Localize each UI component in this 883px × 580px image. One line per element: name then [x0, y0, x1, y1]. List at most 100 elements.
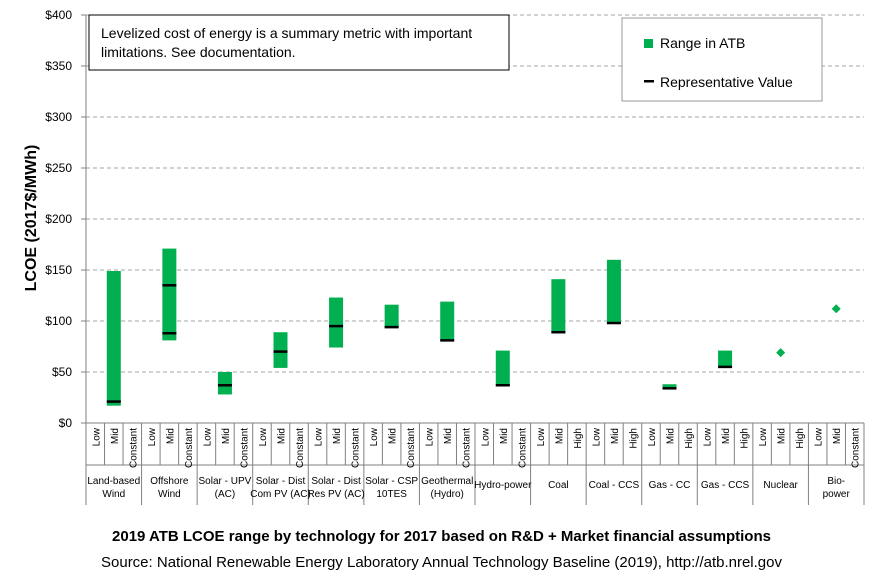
subcategory-label: Constant — [462, 428, 473, 468]
subcategory-label: Low — [591, 427, 602, 446]
range-bar — [495, 350, 510, 387]
group-label: Gas - CC — [649, 480, 691, 491]
range-bar — [162, 248, 177, 341]
subcategory-label: High — [740, 428, 751, 449]
range-bar — [718, 350, 733, 367]
chart-caption-title: 2019 ATB LCOE range by technology for 20… — [112, 528, 771, 545]
range-point — [831, 304, 841, 314]
subcategory-label: Low — [425, 427, 436, 446]
range-bar — [217, 372, 232, 395]
group-label: Solar - Dist — [256, 476, 306, 487]
range-bar — [106, 271, 121, 406]
representative-marker — [384, 325, 399, 329]
legend-label-representative: Representative Value — [660, 74, 793, 90]
subcategory-label: Low — [814, 427, 825, 446]
subcategory-label: Mid — [165, 428, 176, 444]
representative-marker — [551, 330, 566, 334]
representative-marker — [606, 321, 621, 325]
group-label: Gas - CCS — [701, 480, 750, 491]
subcategory-label: High — [795, 428, 806, 449]
subcategory-label: Low — [202, 427, 213, 446]
group-label: Coal - CCS — [589, 480, 640, 491]
subcategory-label: Mid — [110, 428, 121, 444]
subcategory-label: Low — [258, 427, 269, 446]
representative-marker — [495, 384, 510, 387]
y-tick-label: $250 — [45, 161, 72, 175]
representative-marker — [217, 384, 232, 387]
subcategory-label: Low — [91, 427, 102, 446]
representative-marker — [440, 339, 455, 342]
representative-marker — [273, 350, 288, 353]
group-label: Bio- — [827, 476, 845, 487]
subcategory-label: High — [628, 428, 639, 449]
range-bar — [606, 259, 621, 324]
subcategory-label: Constant — [184, 428, 195, 468]
representative-markers — [106, 284, 733, 403]
group-label: Offshore — [150, 476, 189, 487]
subcategory-label: Constant — [851, 428, 862, 468]
group-label: (AC) — [215, 489, 236, 500]
subcategory-label: Low — [536, 427, 547, 446]
subcategory-label: Mid — [443, 428, 454, 444]
subcategory-label: Low — [369, 427, 380, 446]
representative-marker — [718, 365, 733, 369]
subcategory-label: Low — [703, 427, 714, 446]
representative-marker — [162, 331, 177, 335]
group-label: (Hydro) — [431, 489, 464, 500]
group-label: Solar - CSP — [365, 476, 418, 487]
representative-marker — [106, 400, 121, 403]
subcategory-label: Mid — [610, 428, 621, 444]
subcategory-label: Mid — [277, 428, 288, 444]
group-label: Wind — [158, 489, 181, 500]
y-tick-label: $350 — [45, 59, 72, 73]
subcategory-label: Mid — [777, 428, 788, 444]
subcategory-label: Constant — [295, 428, 306, 468]
range-bars — [106, 248, 841, 406]
range-bar — [273, 332, 288, 368]
group-label: 10TES — [376, 489, 407, 500]
subcategory-label: Low — [147, 427, 158, 446]
legend-swatch-representative — [644, 80, 654, 83]
note-box: Levelized cost of energy is a summary me… — [88, 14, 510, 71]
subcategory-label: Constant — [351, 428, 362, 468]
subcategory-label: Constant — [239, 428, 250, 468]
subcategory-label: Mid — [554, 428, 565, 444]
subcategory-label: Low — [314, 427, 325, 446]
group-label: Nuclear — [763, 480, 798, 491]
y-tick-label: $200 — [45, 212, 72, 226]
subcategory-label: Mid — [832, 428, 843, 444]
subcategory-label: Constant — [406, 428, 417, 468]
y-tick-label: $150 — [45, 263, 72, 277]
group-label: Wind — [102, 489, 125, 500]
y-tick-label: $50 — [52, 365, 72, 379]
subcategory-label: High — [573, 428, 584, 449]
subcategory-label: Low — [647, 427, 658, 446]
legend-swatch-range — [644, 39, 653, 48]
y-tick-label: $100 — [45, 314, 72, 328]
note-line-2: limitations. See documentation. — [101, 44, 296, 60]
subcategory-label: High — [684, 428, 695, 449]
group-label: Res PV (AC) — [307, 489, 364, 500]
group-label: Com PV (AC) — [250, 489, 311, 500]
subcategory-label: Mid — [388, 428, 399, 444]
range-bar — [440, 301, 455, 341]
group-label: Coal — [548, 480, 569, 491]
representative-marker — [162, 284, 177, 287]
subcategory-label: Mid — [332, 428, 343, 444]
legend: Range in ATB Representative Value — [621, 17, 823, 102]
subcategory-label: Constant — [128, 428, 139, 468]
category-axis: Low Mid Constant Land-based Wind Low Mid Consta… — [85, 423, 865, 505]
range-bar — [662, 384, 677, 390]
subcategory-label: Constant — [517, 428, 528, 468]
subcategory-label: Mid — [221, 428, 232, 444]
range-bar — [384, 304, 399, 329]
y-tick-label: $0 — [59, 416, 73, 430]
group-label: Solar - Dist — [311, 476, 361, 487]
y-tick-label: $300 — [45, 110, 72, 124]
subcategory-label: Mid — [499, 428, 510, 444]
group-label: Land-based — [87, 476, 140, 487]
representative-marker — [662, 387, 677, 390]
chart-caption-source: Source: National Renewable Energy Labora… — [101, 554, 782, 571]
note-line-1: Levelized cost of energy is a summary me… — [101, 25, 472, 41]
subcategory-label: Mid — [666, 428, 677, 444]
